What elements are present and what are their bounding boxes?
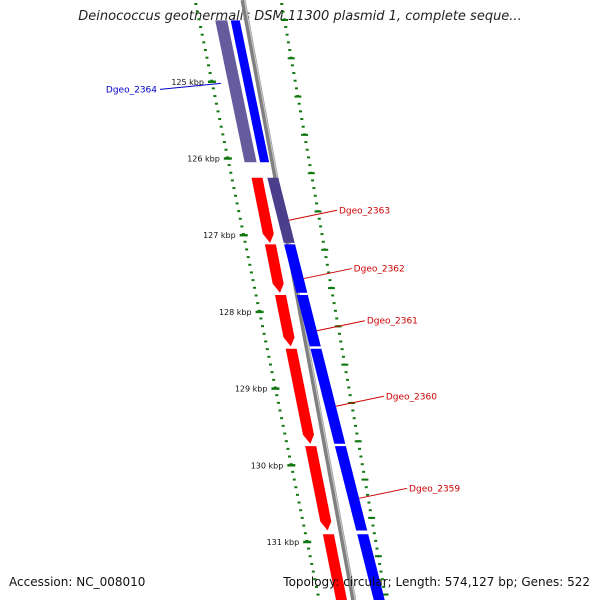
gene-label: Dgeo_2360 [386, 392, 437, 402]
gene-label: Dgeo_2363 [339, 206, 390, 216]
kbp-ticks: 125 kbp 126 kbp 127 kbp 128 kbp 129 kbp 130 k… [171, 78, 312, 547]
gene-feature[interactable] [357, 534, 387, 600]
gene-dgeo_2361[interactable] [275, 295, 321, 347]
cds-feature[interactable] [305, 446, 332, 531]
gene-dgeo_2359[interactable] [305, 446, 368, 531]
gene-label: Dgeo_2364 [106, 85, 157, 95]
gene-label: Dgeo_2361 [367, 317, 418, 327]
genome-summary-text: Topology: circular; Length: 574,127 bp; … [283, 575, 590, 589]
map-title: Deinococcus geothermalis DSM 11300 plasm… [78, 9, 522, 24]
gene-feature[interactable] [267, 177, 295, 243]
tick-dots [194, 3, 389, 596]
gene-feature[interactable] [334, 446, 368, 531]
cds-feature[interactable] [275, 295, 295, 347]
cds-feature[interactable] [230, 20, 270, 163]
tick-label: 131 kbp [267, 538, 300, 547]
gene-label: Dgeo_2359 [409, 484, 460, 494]
cds-feature[interactable] [285, 348, 314, 444]
gene-dgeo_2358[interactable] [322, 534, 388, 600]
gene-feature[interactable] [215, 20, 257, 163]
gene-dgeo_2363[interactable] [251, 177, 295, 243]
tick-label: 130 kbp [251, 461, 284, 470]
tick-label: 125 kbp [171, 78, 204, 87]
accession-text: Accession: NC_008010 [9, 575, 146, 589]
cds-feature[interactable] [264, 244, 284, 293]
gene-labels: Dgeo_2364 Dgeo_2363 Dgeo_2362 Dgeo_2361 Dgeo… [106, 82, 460, 499]
gene-dgeo_2364[interactable] [215, 20, 270, 163]
tick-label: 127 kbp [203, 231, 236, 240]
gene-dgeo_2360[interactable] [285, 348, 346, 444]
gene-dgeo_2362[interactable] [264, 244, 308, 293]
gene-label: Dgeo_2362 [354, 265, 405, 275]
gene-feature[interactable] [296, 295, 321, 347]
gene-tracks [215, 20, 388, 600]
tick-label: 126 kbp [187, 155, 220, 164]
gene-feature[interactable] [310, 348, 346, 444]
tick-label: 129 kbp [235, 385, 268, 394]
cds-feature[interactable] [251, 177, 274, 243]
tick-label: 128 kbp [219, 308, 252, 317]
cds-feature[interactable] [322, 534, 348, 600]
gene-feature[interactable] [284, 244, 308, 293]
